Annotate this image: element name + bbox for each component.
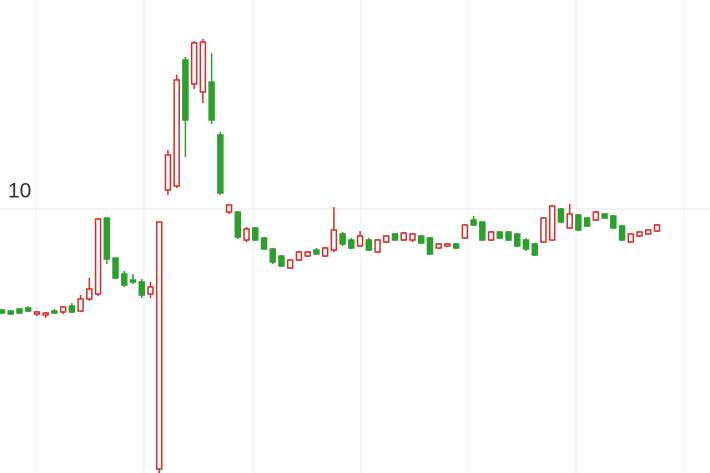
candle-body [304, 251, 311, 257]
candle-body [103, 217, 111, 260]
candle-body [68, 305, 76, 313]
candle-body [173, 79, 180, 187]
candle-body [444, 243, 451, 247]
candle-body [252, 227, 259, 241]
candle-body [356, 235, 364, 247]
candle-body [583, 217, 591, 227]
candle-body [496, 231, 504, 239]
candle-body [575, 214, 582, 231]
candle-body [610, 215, 617, 229]
candle-body [435, 243, 442, 249]
candle-body [260, 237, 268, 250]
candle-body [16, 308, 23, 314]
candle-body [374, 239, 381, 253]
candle-body [645, 229, 652, 235]
candle-body [190, 42, 198, 85]
candle-body [164, 154, 172, 191]
candle-body [24, 307, 32, 312]
candle-body [42, 312, 49, 316]
candle-body [94, 218, 102, 295]
candle-body [225, 204, 233, 213]
candle-body [330, 229, 338, 251]
candle-body [391, 233, 399, 241]
candle-body [0, 309, 6, 314]
candle-body [313, 249, 320, 255]
candle-body [348, 239, 355, 249]
candle-body [77, 298, 84, 312]
candle-body [452, 243, 460, 249]
candle-body [383, 235, 390, 243]
candle-body [557, 208, 565, 223]
candle-body [522, 239, 530, 250]
candle-body [86, 288, 93, 300]
candle-body [7, 310, 14, 315]
candle-body [601, 213, 608, 219]
candle-body [321, 247, 329, 257]
candle-body [33, 311, 41, 315]
candle-body [540, 217, 547, 243]
candle-body [487, 231, 495, 241]
candle-body [286, 259, 294, 269]
candle-body [138, 281, 145, 296]
candle-body [147, 286, 154, 295]
candle-body [479, 221, 486, 241]
candle-body [409, 233, 416, 241]
candle-body [112, 257, 119, 279]
candle-body [234, 211, 242, 238]
candle-body [618, 225, 626, 241]
candle-body [514, 233, 521, 247]
candle-body [426, 237, 434, 255]
candle-body [531, 243, 538, 256]
candle-body [365, 239, 373, 251]
candle-body [208, 81, 215, 121]
candle-body [199, 41, 207, 93]
candle-body [217, 134, 224, 194]
candle-body [470, 219, 477, 226]
candle-body [592, 211, 600, 221]
candle-body [182, 59, 189, 121]
candle-body [627, 233, 635, 243]
candle-body [59, 306, 67, 313]
candle-body [548, 205, 556, 241]
candle-body [505, 231, 512, 241]
candle-body [269, 248, 276, 263]
candle-body [51, 310, 58, 314]
candle-body [339, 233, 346, 245]
candle-body [566, 213, 573, 229]
candle-body [278, 255, 285, 267]
candle-body [155, 221, 163, 470]
candle-body [417, 235, 425, 244]
candle-body [636, 231, 643, 237]
candle-body [295, 251, 303, 261]
candle-body [653, 224, 661, 232]
candle-body [129, 279, 137, 283]
candle-body [400, 232, 407, 241]
candle-body [461, 224, 469, 239]
candle-body [121, 273, 128, 286]
candle-body [243, 228, 250, 241]
y-tick-label: 10 [8, 180, 31, 203]
